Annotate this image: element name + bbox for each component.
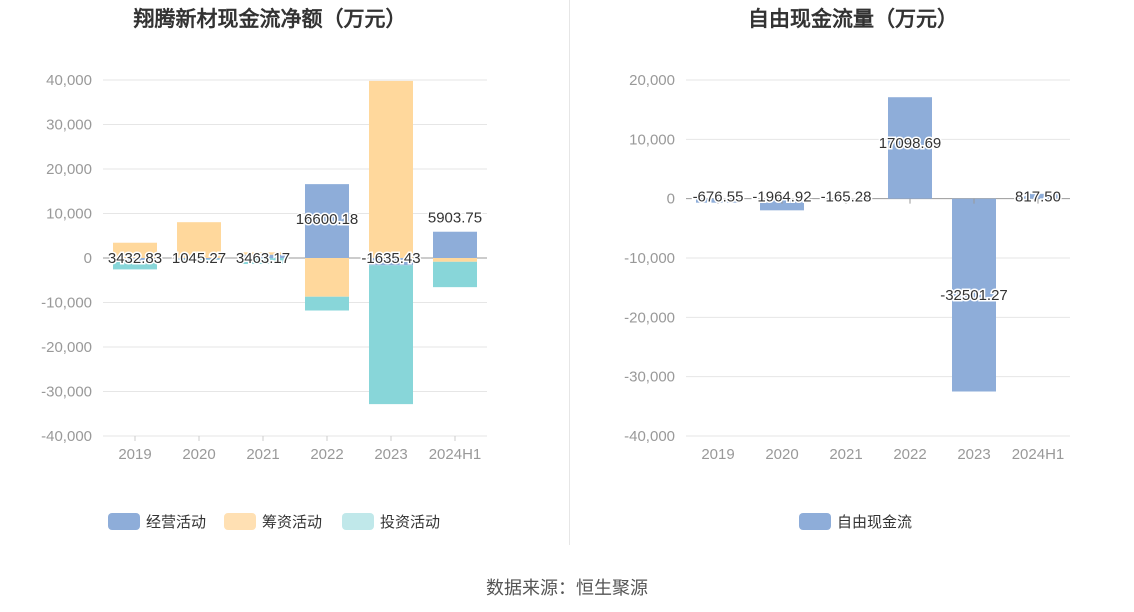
data-label: -676.55	[693, 189, 744, 206]
bar-投资活动-2022	[305, 296, 349, 311]
data-label: 3463.17	[236, 250, 290, 267]
y-tick-label: -20,000	[41, 339, 92, 356]
bar-经营活动-2019	[113, 258, 157, 262]
x-tick-label: 2024H1	[429, 446, 482, 463]
bar-投资活动-2020	[177, 259, 221, 261]
legend-label: 筹资活动	[262, 514, 322, 531]
y-tick-label: -10,000	[624, 250, 675, 267]
chart-title-fcf: 自由现金流量（万元）	[748, 7, 958, 31]
x-tick-label: 2022	[893, 446, 926, 463]
data-label: 1045.27	[172, 250, 226, 267]
legend-label: 经营活动	[146, 514, 206, 531]
legend-label: 自由现金流	[837, 514, 912, 531]
bar-筹资活动-2021	[241, 252, 285, 255]
y-tick-label: -40,000	[41, 428, 92, 445]
bar-筹资活动-2023	[369, 80, 413, 258]
legend-swatch-经营活动	[108, 513, 140, 530]
y-tick-label: 20,000	[46, 161, 92, 178]
bar-经营活动-2024H1	[433, 231, 477, 258]
data-label: -1635.43	[361, 250, 420, 267]
data-label: 16600.18	[296, 211, 359, 228]
data-label: -32501.27	[940, 287, 1008, 304]
x-tick-label: 2020	[765, 446, 798, 463]
legend-label: 投资活动	[380, 514, 440, 531]
bar-经营活动-2021	[241, 254, 285, 258]
x-tick-label: 2019	[701, 446, 734, 463]
y-tick-label: 10,000	[629, 131, 675, 148]
x-tick-label: 2021	[246, 446, 279, 463]
bar-free-cash-flow-2024H1	[1016, 193, 1060, 199]
bar-投资活动-2021	[241, 258, 285, 265]
x-tick-label: 2023	[957, 446, 990, 463]
y-tick-label: 40,000	[46, 72, 92, 89]
bar-经营活动-2022	[305, 184, 349, 258]
chart-title-cashflow: 翔腾新材现金流净额（万元）	[134, 7, 407, 31]
x-tick-label: 2024H1	[1012, 446, 1065, 463]
bar-筹资活动-2020	[177, 222, 221, 258]
y-tick-label: 10,000	[46, 206, 92, 223]
y-tick-label: -40,000	[624, 428, 675, 445]
bar-投资活动-2023	[369, 265, 413, 405]
legend-swatch-投资活动	[342, 513, 374, 530]
y-tick-label: -10,000	[41, 295, 92, 312]
bar-free-cash-flow-2022	[888, 97, 932, 199]
data-label: -1964.92	[752, 189, 811, 206]
y-tick-label: 0	[84, 250, 92, 267]
data-label: 5903.75	[428, 210, 482, 227]
bar-投资活动-2024H1	[433, 261, 477, 288]
data-label: -165.28	[821, 189, 872, 206]
y-tick-label: 20,000	[629, 72, 675, 89]
charts-divider	[569, 0, 570, 545]
x-tick-label: 2020	[182, 446, 215, 463]
bar-经营活动-2020	[177, 258, 221, 260]
x-tick-label: 2019	[118, 446, 151, 463]
source-note: 数据来源：恒生聚源	[486, 578, 648, 598]
data-label: 817.50	[1015, 189, 1061, 206]
bar-投资活动-2019	[113, 261, 157, 270]
legend-swatch-筹资活动	[224, 513, 256, 530]
x-tick-label: 2023	[374, 446, 407, 463]
bar-筹资活动-2024H1	[433, 258, 477, 262]
bar-free-cash-flow-2023	[952, 198, 996, 392]
bar-经营活动-2023	[369, 258, 413, 266]
data-label: 17098.69	[879, 135, 942, 152]
data-label: 3432.83	[108, 250, 162, 267]
legend-swatch-自由现金流	[799, 513, 831, 530]
y-tick-label: -30,000	[624, 369, 675, 386]
y-tick-label: 30,000	[46, 117, 92, 134]
y-tick-label: 0	[667, 191, 675, 208]
bar-筹资活动-2019	[113, 242, 157, 258]
x-tick-label: 2022	[310, 446, 343, 463]
x-tick-label: 2021	[829, 446, 862, 463]
bar-筹资活动-2022	[305, 258, 349, 297]
y-tick-label: -20,000	[624, 309, 675, 326]
bar-free-cash-flow-2020	[760, 198, 804, 211]
y-tick-label: -30,000	[41, 384, 92, 401]
